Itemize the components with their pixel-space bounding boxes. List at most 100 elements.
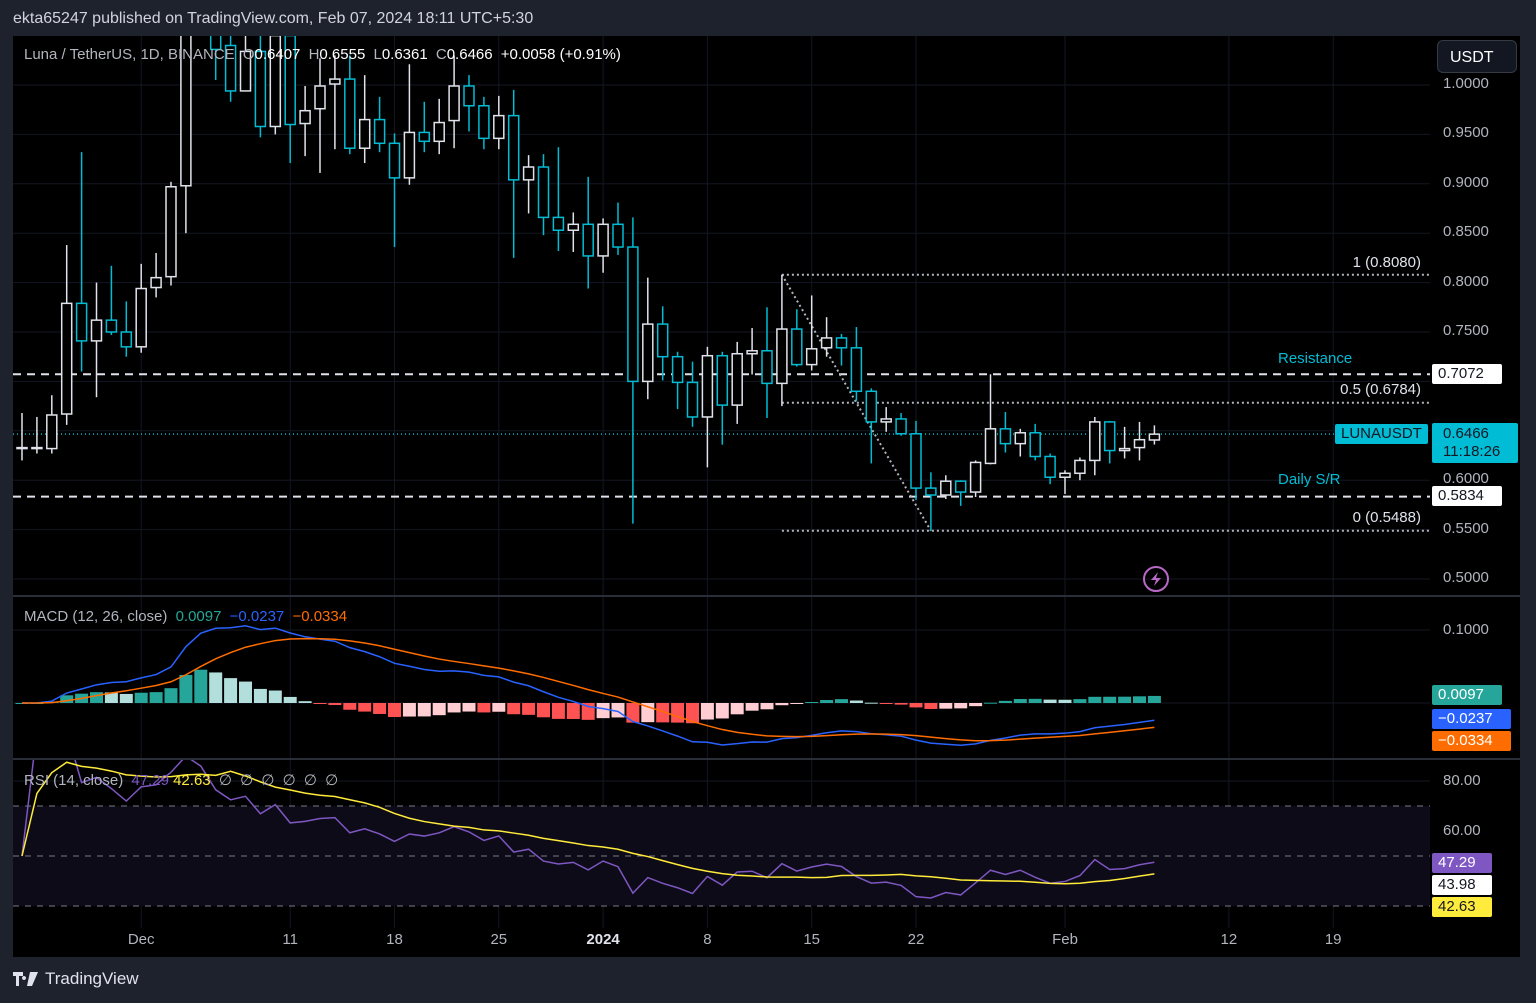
currency-button[interactable]: USDT — [1437, 40, 1517, 73]
candle — [627, 217, 639, 524]
rsi-line — [21, 760, 1155, 899]
high-label: H — [308, 46, 320, 63]
candle — [820, 317, 833, 357]
candle — [165, 181, 177, 286]
macd-histogram-bar — [1028, 698, 1042, 703]
price-axis-label: 0.8000 — [1443, 272, 1489, 290]
macd-histogram-bar — [373, 703, 387, 714]
candle — [746, 328, 758, 375]
rsi-title[interactable]: RSI (14, close) — [24, 772, 124, 789]
candle — [150, 252, 162, 298]
candle-body — [850, 347, 863, 393]
candle-body — [1044, 455, 1056, 478]
candle-body — [373, 118, 386, 145]
candle — [776, 274, 788, 407]
candle — [344, 55, 356, 155]
price-axis-label: 1.0000 — [1443, 75, 1489, 92]
macd-histogram-bar — [492, 703, 506, 712]
price-axis-label: 0.5000 — [1443, 569, 1489, 586]
na-value: ∅ — [325, 772, 339, 789]
macd-histogram-bar — [209, 672, 223, 703]
candle-body — [120, 331, 133, 348]
macd-histogram-bar — [417, 703, 431, 717]
macd-hist-tag: 0.0097 — [1432, 685, 1502, 705]
candle-body — [418, 131, 431, 143]
macd-histogram-bar — [507, 703, 521, 715]
macd-histogram-bar — [1147, 695, 1161, 703]
time-axis-label: Feb — [1052, 931, 1078, 948]
macd-histogram-bar — [477, 703, 491, 713]
macd-histogram-bar — [924, 703, 938, 709]
na-value: ∅ — [240, 772, 254, 789]
candle — [105, 265, 118, 335]
candle — [46, 395, 58, 454]
candle — [731, 341, 743, 424]
symbol-title[interactable]: Luna / TetherUS, 1D, BINANCE — [24, 46, 235, 63]
candle-body — [1029, 432, 1041, 458]
candle — [196, 0, 206, 6]
candle-body — [180, 36, 192, 187]
tradingview-logo — [13, 972, 38, 986]
candle-body — [984, 428, 997, 465]
candle — [254, 36, 267, 138]
macd-histogram-bar — [686, 703, 699, 724]
candle-body — [150, 276, 162, 289]
macd-histogram-bar — [775, 703, 789, 706]
candle — [135, 263, 147, 353]
macd-histogram-bar — [432, 703, 446, 716]
rsi-axis-label: 80.00 — [1443, 772, 1481, 789]
candle — [716, 351, 729, 445]
macd-title[interactable]: MACD (12, 26, close) — [24, 608, 168, 625]
macd-histogram-bar — [343, 703, 357, 710]
candle — [701, 346, 714, 468]
chart-background — [13, 36, 1520, 957]
candle-body — [671, 355, 684, 384]
candle — [418, 101, 431, 153]
candle-body — [314, 85, 326, 110]
macd-pane — [15, 625, 1161, 747]
candles — [16, 0, 1161, 531]
candle-body — [999, 428, 1012, 445]
candle-body — [880, 418, 892, 423]
candle — [969, 460, 982, 497]
lightning-icon[interactable] — [1143, 566, 1169, 592]
fib-trend-line — [781, 274, 932, 532]
candle — [671, 351, 684, 410]
candle — [433, 98, 445, 155]
macd-signal-tag: −0.0334 — [1432, 731, 1511, 751]
fib-level-05: 0.5 (0.6784) — [1340, 381, 1421, 398]
price-axis-label: 0.9500 — [1443, 124, 1489, 142]
macd-histogram-bar — [104, 692, 118, 703]
brand-name[interactable]: TradingView — [45, 969, 139, 988]
macd-histogram-bar — [596, 703, 610, 719]
candle — [880, 407, 892, 432]
rsi-ma-line — [21, 761, 1155, 885]
macd-histogram-bar — [820, 700, 834, 703]
candle — [1044, 453, 1056, 485]
time-axis-label: 15 — [803, 931, 821, 948]
candle-body — [344, 78, 356, 149]
macd-histogram-bar — [864, 702, 878, 704]
candle-body — [940, 480, 952, 496]
candle — [403, 64, 416, 185]
macd-histogram-bar — [984, 702, 997, 704]
macd-histogram-bar — [715, 703, 729, 719]
macd-histogram-bar — [358, 703, 372, 712]
candle-body — [612, 223, 624, 248]
candle-body — [552, 216, 565, 231]
candle — [865, 388, 878, 464]
macd-histogram-bar — [149, 692, 163, 703]
candle — [582, 176, 594, 289]
candle — [1074, 457, 1086, 481]
candle-body — [865, 390, 878, 423]
candle — [1089, 416, 1101, 476]
candle — [1029, 423, 1041, 461]
candle — [329, 55, 341, 150]
candle-body — [925, 487, 937, 496]
candle — [954, 480, 967, 506]
symbol-tag: LUNAUSDT — [1335, 424, 1428, 444]
candle-body — [746, 350, 758, 355]
candle-body — [209, 36, 222, 51]
macd-histogram-bar — [60, 695, 74, 703]
